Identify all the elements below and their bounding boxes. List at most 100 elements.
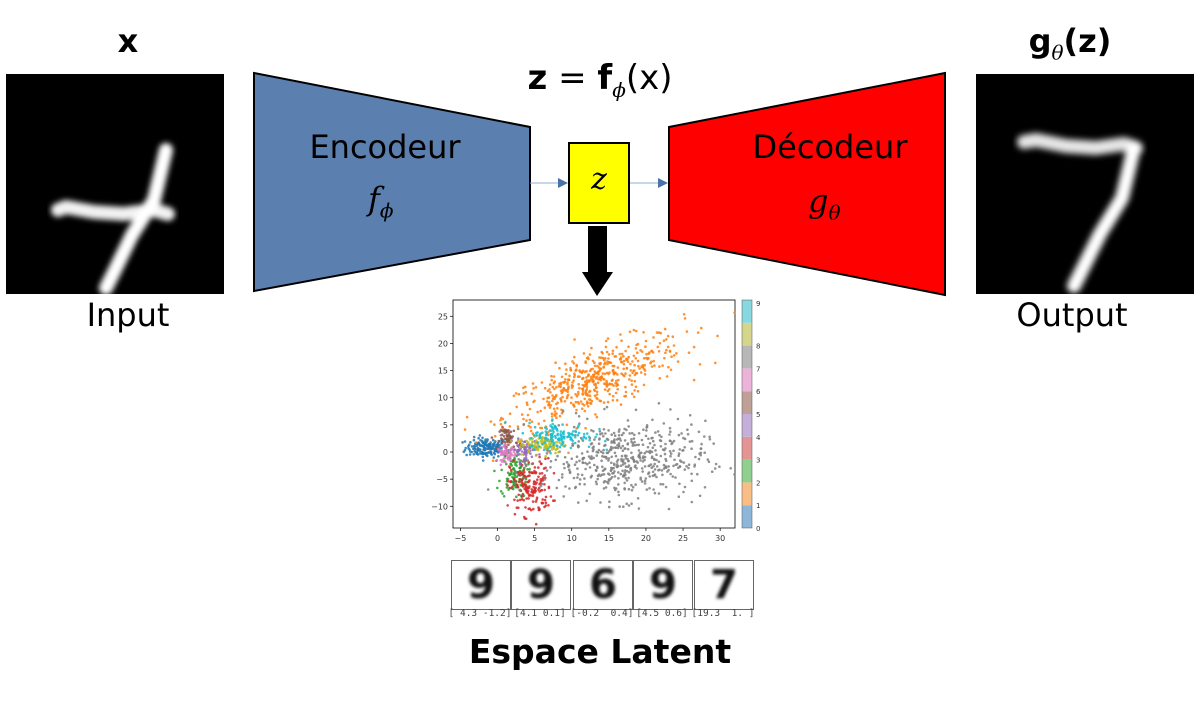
scatter-point bbox=[532, 387, 535, 390]
scatter-point bbox=[602, 358, 606, 362]
scatter-point bbox=[647, 356, 650, 360]
scatter-point bbox=[615, 345, 618, 349]
scatter-point bbox=[521, 460, 525, 463]
scatter-point bbox=[519, 438, 523, 441]
scatter-point bbox=[617, 490, 620, 494]
scatter-point bbox=[475, 452, 479, 455]
scatter-point bbox=[686, 428, 689, 431]
decoder-label: Décodeur bbox=[752, 128, 908, 166]
scatter-point bbox=[687, 466, 690, 470]
scatter-point bbox=[650, 456, 654, 460]
scatter-point bbox=[526, 459, 530, 462]
scatter-point bbox=[652, 439, 655, 443]
scatter-point bbox=[567, 451, 570, 455]
scatter-point bbox=[618, 352, 621, 356]
scatter-point bbox=[596, 474, 600, 478]
scatter-point bbox=[665, 375, 669, 378]
scatter-point bbox=[545, 444, 548, 447]
y-tick-label: −5 bbox=[436, 475, 448, 484]
scatter-point bbox=[518, 445, 522, 449]
scatter-point bbox=[520, 413, 524, 416]
scatter-point bbox=[716, 334, 719, 338]
scatter-point bbox=[528, 493, 531, 497]
scatter-point bbox=[559, 430, 563, 433]
scatter-point bbox=[619, 472, 623, 476]
scatter-point bbox=[552, 441, 556, 444]
scatter-point bbox=[575, 460, 578, 464]
scatter-point bbox=[495, 458, 499, 462]
scatter-point bbox=[524, 450, 528, 454]
scatter-point bbox=[475, 444, 479, 448]
scatter-point bbox=[516, 453, 520, 457]
scatter-point bbox=[621, 449, 625, 452]
scatter-point bbox=[520, 498, 524, 501]
scatter-point bbox=[669, 454, 672, 458]
scatter-point bbox=[627, 459, 630, 463]
scatter-point bbox=[573, 374, 576, 377]
decoder-symbol: gθ bbox=[808, 182, 841, 224]
scatter-point bbox=[632, 328, 636, 332]
scatter-point bbox=[620, 372, 623, 375]
scatter-point bbox=[574, 429, 577, 433]
scatter-point bbox=[537, 475, 540, 479]
scatter-point bbox=[578, 478, 582, 481]
scatter-point bbox=[599, 450, 603, 453]
scatter-point bbox=[543, 498, 547, 502]
encoder-symbol: fϕ bbox=[368, 180, 393, 222]
scatter-point bbox=[581, 369, 585, 373]
scatter-point bbox=[622, 505, 625, 508]
scatter-point bbox=[643, 373, 647, 376]
scatter-point bbox=[733, 311, 736, 315]
scatter-point bbox=[515, 441, 518, 445]
scatter-point bbox=[505, 486, 509, 489]
scatter-point bbox=[596, 477, 599, 481]
scatter-point bbox=[525, 448, 528, 451]
scatter-point bbox=[585, 385, 589, 389]
scatter-point bbox=[547, 456, 550, 460]
scatter-point bbox=[581, 388, 585, 391]
scatter-point bbox=[580, 473, 584, 477]
scatter-point bbox=[517, 437, 520, 440]
scatter-point bbox=[512, 467, 515, 470]
scatter-point bbox=[593, 463, 596, 467]
scatter-point bbox=[582, 352, 586, 355]
scatter-point bbox=[560, 375, 564, 379]
scatter-point bbox=[567, 431, 570, 435]
scatter-point bbox=[503, 441, 507, 444]
scatter-point bbox=[640, 467, 644, 470]
scatter-point bbox=[571, 381, 574, 384]
scatter-point bbox=[633, 363, 636, 367]
scatter-point bbox=[539, 479, 543, 483]
scatter-point bbox=[557, 478, 561, 482]
scatter-point bbox=[566, 390, 569, 393]
scatter-point bbox=[527, 449, 531, 452]
scatter-point bbox=[573, 355, 576, 359]
scatter-point bbox=[595, 375, 599, 379]
scatter-point bbox=[635, 443, 638, 447]
scatter-point bbox=[663, 452, 667, 456]
scatter-point bbox=[585, 499, 588, 503]
scatter-point bbox=[496, 486, 499, 490]
scatter-point bbox=[610, 455, 613, 459]
scatter-point bbox=[634, 357, 638, 360]
scatter-point bbox=[517, 493, 520, 497]
scatter-point bbox=[595, 469, 598, 472]
y-tick-label: 20 bbox=[438, 339, 448, 348]
scatter-point bbox=[544, 436, 548, 440]
scatter-point bbox=[627, 504, 631, 507]
scatter-point bbox=[549, 445, 552, 448]
scatter-point bbox=[667, 468, 670, 472]
scatter-point bbox=[624, 447, 627, 450]
scatter-point bbox=[580, 437, 584, 441]
scatter-point bbox=[657, 350, 661, 353]
decoded-sample-coords: [4.1 0.1] bbox=[514, 608, 566, 619]
scatter-point bbox=[528, 421, 531, 425]
scatter-point bbox=[555, 440, 559, 444]
scatter-point bbox=[595, 433, 599, 436]
scatter-point bbox=[490, 436, 494, 439]
scatter-point bbox=[575, 363, 578, 367]
scatter-point bbox=[520, 464, 524, 467]
scatter-point bbox=[588, 394, 592, 397]
scatter-point bbox=[547, 401, 551, 404]
scatter-point bbox=[597, 442, 601, 445]
